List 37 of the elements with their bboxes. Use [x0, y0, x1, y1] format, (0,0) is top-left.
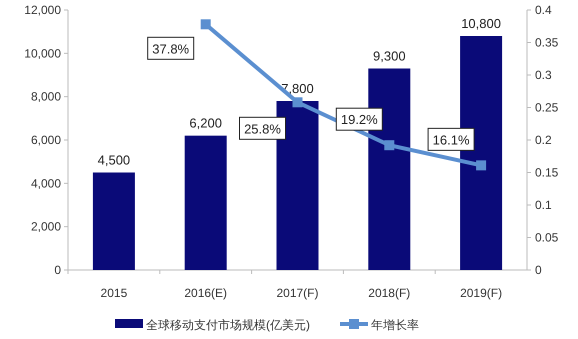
- x-tick-label: 2016(E): [184, 286, 228, 300]
- x-tick-label: 2015: [100, 286, 128, 300]
- data-label: 37.8%: [152, 41, 190, 56]
- x-tick-label: 2017(F): [276, 286, 319, 300]
- y2-tick-label: 0.1: [535, 198, 552, 212]
- y2-tick-label: 0.2: [535, 133, 552, 147]
- y-tick-label: 10,000: [24, 46, 62, 60]
- data-label: 25.8%: [244, 121, 282, 136]
- point: [292, 97, 302, 108]
- data-label: 9,300: [373, 48, 406, 64]
- y2-tick-label: 0.15: [535, 166, 559, 180]
- y-tick-label: 2,000: [30, 220, 62, 234]
- bar: [92, 172, 135, 270]
- y2-tick-label: 0.3: [535, 68, 552, 82]
- y-tick-label: 8,000: [30, 90, 62, 104]
- y2-tick-label: 0.25: [535, 100, 559, 114]
- point: [200, 19, 211, 30]
- x-tick-label: 2018(F): [368, 286, 410, 300]
- legend-label: 年增长率: [371, 318, 419, 332]
- y2-tick-label: 0.4: [535, 3, 552, 17]
- point: [476, 160, 486, 170]
- bar: [184, 136, 227, 270]
- data-label: 16.1%: [432, 132, 470, 148]
- legend-label: 全球移动支付市场规模(亿美元): [146, 318, 310, 332]
- data-label: 10,800: [461, 16, 501, 31]
- y2-tick-label: 0.05: [535, 230, 559, 244]
- point: [384, 140, 394, 150]
- data-label: 19.2%: [340, 112, 378, 128]
- data-label: 4,500: [98, 152, 130, 168]
- y-tick-label: 4,000: [30, 176, 62, 190]
- x-tick-label: 2019(F): [460, 286, 502, 300]
- y-tick-label: 6,000: [30, 133, 62, 147]
- y-tick-label: 12,000: [24, 3, 62, 17]
- y2-tick-label: 0: [535, 263, 542, 277]
- data-label: 6,200: [189, 116, 222, 131]
- y-tick-label: 0: [54, 263, 62, 277]
- y2-tick-label: 0.35: [535, 36, 559, 50]
